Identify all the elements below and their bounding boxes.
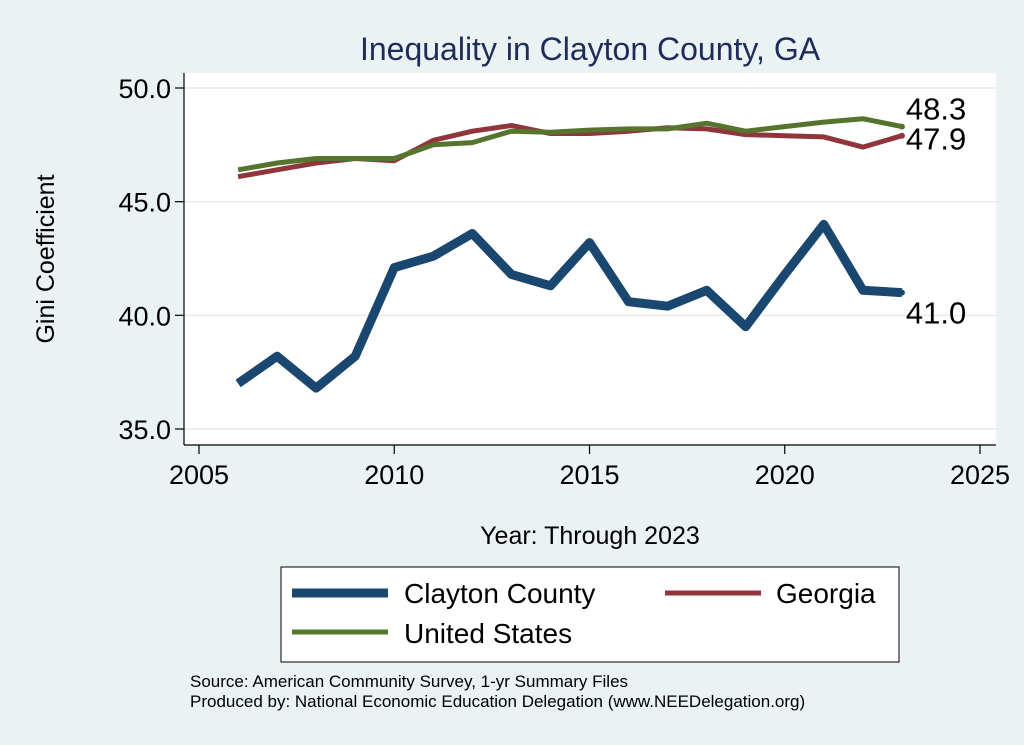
source-note: Source: American Community Survey, 1-yr … xyxy=(190,672,628,691)
end-marker-united-states xyxy=(898,123,905,130)
y-tick-label-35: 35.0 xyxy=(118,415,171,445)
produced-by-note: Produced by: National Economic Education… xyxy=(190,692,805,711)
y-tick-label-50: 50.0 xyxy=(118,74,171,104)
x-tick-label-2010: 2010 xyxy=(364,460,424,490)
end-labels: 41.0 47.948.3 xyxy=(898,92,966,331)
x-axis-label: Year: Through 2023 xyxy=(480,522,700,550)
chart-title: Inequality in Clayton County, GA xyxy=(360,31,821,67)
end-marker-clayton-county xyxy=(898,289,905,296)
y-ticks: 35.0 40.0 45.0 50.0 xyxy=(118,74,184,445)
series-line-clayton-county xyxy=(235,219,903,393)
end-marker-georgia xyxy=(898,132,905,139)
y-tick-label-40: 40.0 xyxy=(118,301,171,331)
end-label-clayton-county: 41.0 xyxy=(906,296,966,331)
end-label-georgia: 47.9 xyxy=(906,122,966,157)
x-tick-label-2020: 2020 xyxy=(755,460,815,490)
x-tick-label-2015: 2015 xyxy=(559,460,619,490)
gridlines xyxy=(184,87,996,430)
legend-box xyxy=(280,566,900,663)
end-label-united-states: 48.3 xyxy=(906,92,966,127)
legend-label-united-states: United States xyxy=(404,618,572,649)
x-tick-label-2005: 2005 xyxy=(169,460,229,490)
legend-label-clayton-county: Clayton County xyxy=(404,578,595,609)
x-ticks: 2005 2010 2015 2020 2025 xyxy=(169,445,1010,490)
y-axis-label: Gini Coefficient xyxy=(32,174,60,343)
series-line-united-states xyxy=(237,116,903,173)
legend: Clayton County Georgia United States xyxy=(280,566,900,663)
series-lines xyxy=(235,116,903,393)
legend-label-georgia: Georgia xyxy=(776,578,876,609)
y-tick-label-45: 45.0 xyxy=(118,188,171,218)
x-tick-label-2025: 2025 xyxy=(950,460,1010,490)
